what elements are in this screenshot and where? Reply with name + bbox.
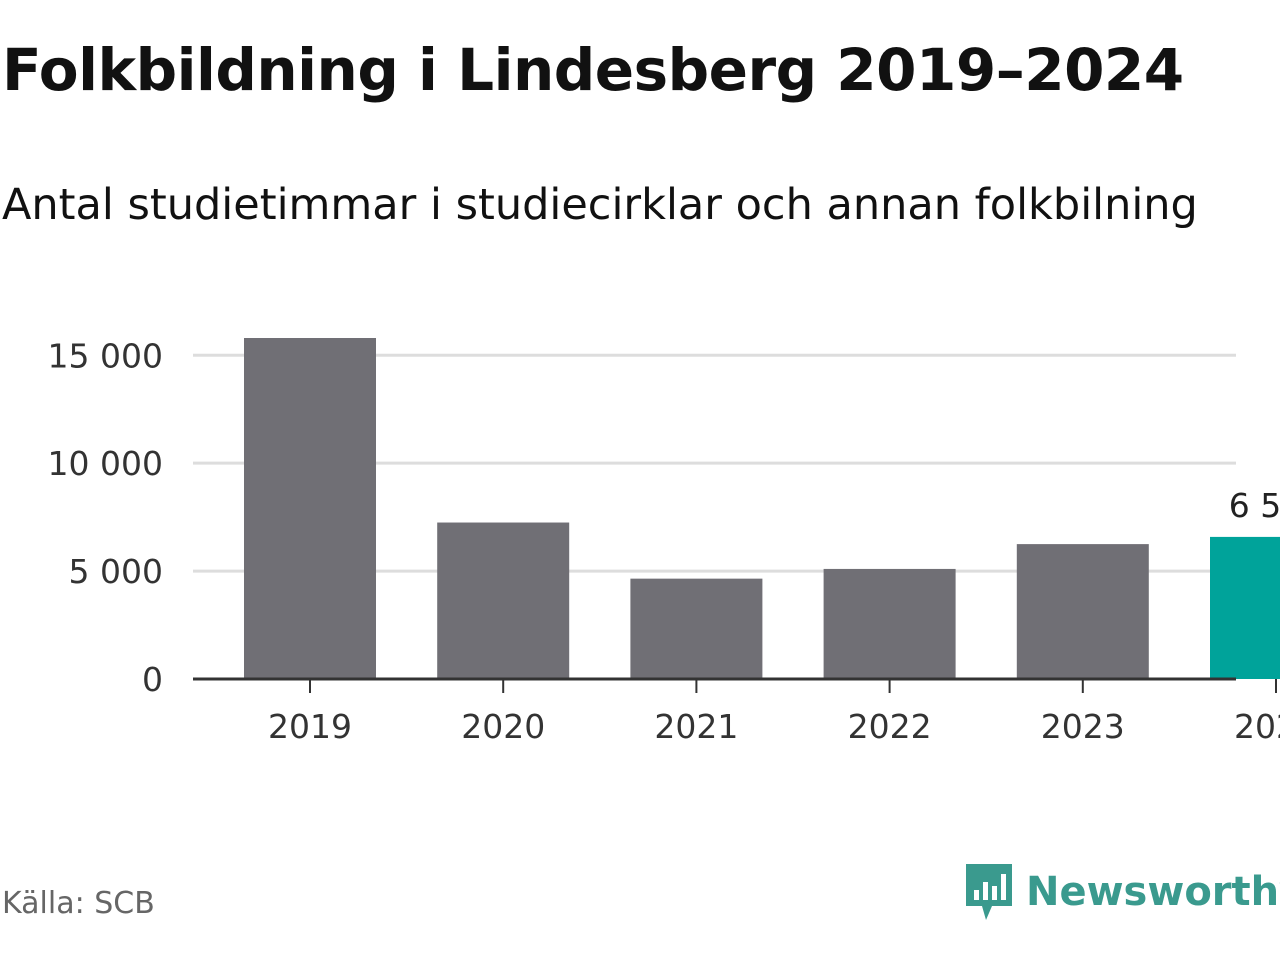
axes: [193, 677, 1277, 693]
y-tick-label: 10 000: [48, 444, 163, 483]
bar-2024: [1210, 536, 1280, 679]
bar-2019: [244, 338, 376, 679]
newsworthy-logo-icon: [966, 864, 1012, 920]
y-tick-label: 5 000: [69, 552, 163, 591]
x-tick-label: 2022: [848, 707, 932, 746]
x-tick-label: 2024: [1234, 707, 1280, 746]
labels: 0 5 000 10 000 15 000 2019 2020 2021 2022 2023 20…: [48, 336, 1280, 746]
newsworthy-logo: Newsworthy: [964, 862, 1280, 922]
source-note: Källa: SCB: [2, 886, 155, 921]
bar-2020: [437, 522, 570, 679]
bar-2021: [630, 578, 763, 679]
chart-title: Folkbildning i Lindesberg 2019–2024: [2, 36, 1184, 104]
chart-subtitle: Antal studietimmar i studiecirklar och a…: [2, 180, 1198, 230]
brand-name: Newsworthy: [1026, 869, 1280, 915]
bar-chart: 0 5 000 10 000 15 000 2019 2020 2021 2022 2023 20…: [48, 336, 1280, 746]
y-tick-label: 0: [142, 660, 163, 699]
bar-2023: [1016, 544, 1149, 679]
bars: [244, 338, 1280, 679]
x-tick-label: 2019: [268, 707, 352, 746]
x-tick-label: 2020: [461, 707, 545, 746]
y-tick-label: 15 000: [48, 336, 163, 375]
x-tick-label: 2023: [1041, 707, 1125, 746]
bar-2022: [823, 568, 956, 679]
data-label: 6 584: [1229, 486, 1280, 525]
x-tick-label: 2021: [654, 707, 738, 746]
